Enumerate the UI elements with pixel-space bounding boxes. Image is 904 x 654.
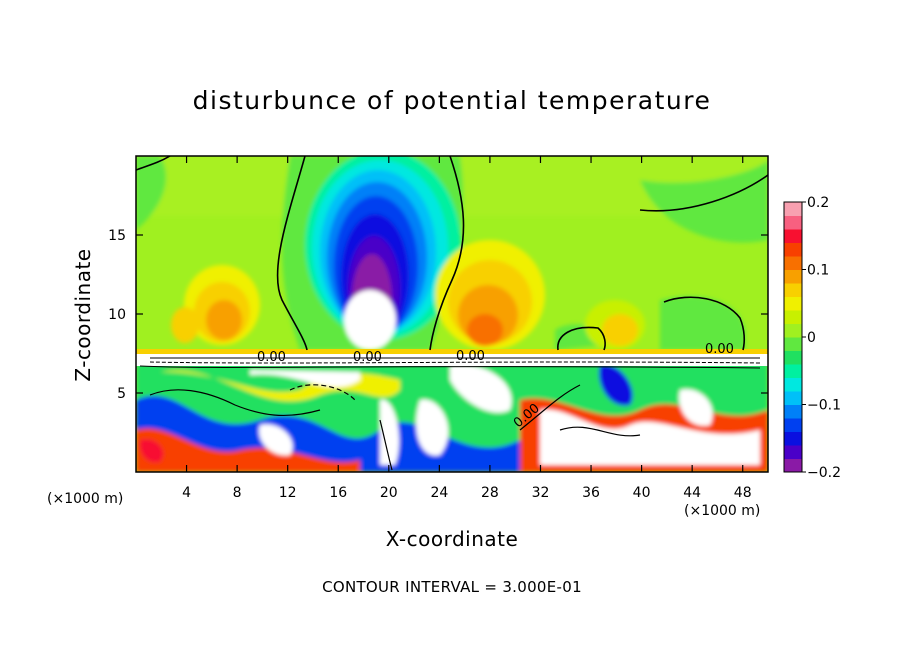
colorbar-swatch (784, 391, 802, 405)
x-unit-right: (×1000 m) (684, 503, 761, 519)
colorbar-swatch (784, 256, 802, 270)
colorbar-swatch (784, 202, 802, 216)
y-axis: 5 10 15 (108, 228, 768, 402)
x-unit-left: (×1000 m) (47, 491, 124, 507)
x-tick-label: 32 (532, 485, 550, 501)
x-axis: 4 8 12 16 20 24 28 32 36 40 44 48 (182, 156, 752, 501)
x-tick-label: 24 (430, 485, 448, 501)
colorbar-label: 0.1 (807, 263, 829, 279)
colorbar-swatch (784, 310, 802, 324)
y-tick-label: 10 (108, 307, 126, 323)
colorbar-swatch (784, 364, 802, 378)
colorbar-swatch (784, 337, 802, 351)
x-tick-label: 48 (734, 485, 752, 501)
x-tick-label: 8 (233, 485, 242, 501)
colorbar-swatch (784, 350, 802, 365)
colorbar-swatch (784, 445, 802, 459)
colorbar-label: 0 (807, 330, 816, 346)
x-tick-label: 40 (633, 485, 651, 501)
contour-label: 0.00 (353, 350, 382, 365)
contour-label: 0.00 (705, 342, 734, 357)
y-tick-label: 15 (108, 228, 126, 244)
heatmap-field (136, 156, 768, 472)
colorbar-swatch (784, 215, 802, 230)
colorbar-swatch (784, 242, 802, 257)
y-tick-label: 5 (117, 386, 126, 402)
colorbar: 0.2 0.1 0 −0.1 −0.2 (783, 195, 841, 481)
x-tick-label: 4 (182, 485, 191, 501)
colorbar-swatch (784, 418, 802, 432)
contour-label: 0.00 (456, 349, 485, 364)
contour-label: 0.00 (257, 350, 286, 365)
colorbar-swatch (784, 458, 802, 473)
colorbar-label: −0.2 (807, 465, 841, 481)
x-tick-label: 16 (329, 485, 347, 501)
x-tick-label: 12 (279, 485, 297, 501)
colorbar-label: 0.2 (807, 195, 829, 211)
chart-title: disturbunce of potential temperature (192, 86, 712, 115)
x-tick-label: 28 (481, 485, 499, 501)
colorbar-swatch (784, 283, 802, 297)
x-axis-label: X-coordinate (385, 527, 519, 551)
x-tick-label: 36 (582, 485, 600, 501)
colorbar-label: −0.1 (807, 398, 841, 414)
y-axis-label: Z-coordinate (71, 248, 95, 382)
contour-lines (136, 156, 768, 471)
colorbar-swatch (784, 296, 802, 311)
colorbar-swatch (784, 323, 802, 338)
colorbar-swatch (784, 431, 802, 446)
colorbar-swatch (784, 404, 802, 419)
x-tick-label: 20 (380, 485, 398, 501)
colorbar-swatch (784, 377, 802, 392)
contour-interval-note: CONTOUR INTERVAL = 3.000E-01 (322, 578, 582, 596)
x-tick-label: 44 (683, 485, 701, 501)
colorbar-swatch (784, 269, 802, 284)
colorbar-swatch (784, 229, 802, 243)
